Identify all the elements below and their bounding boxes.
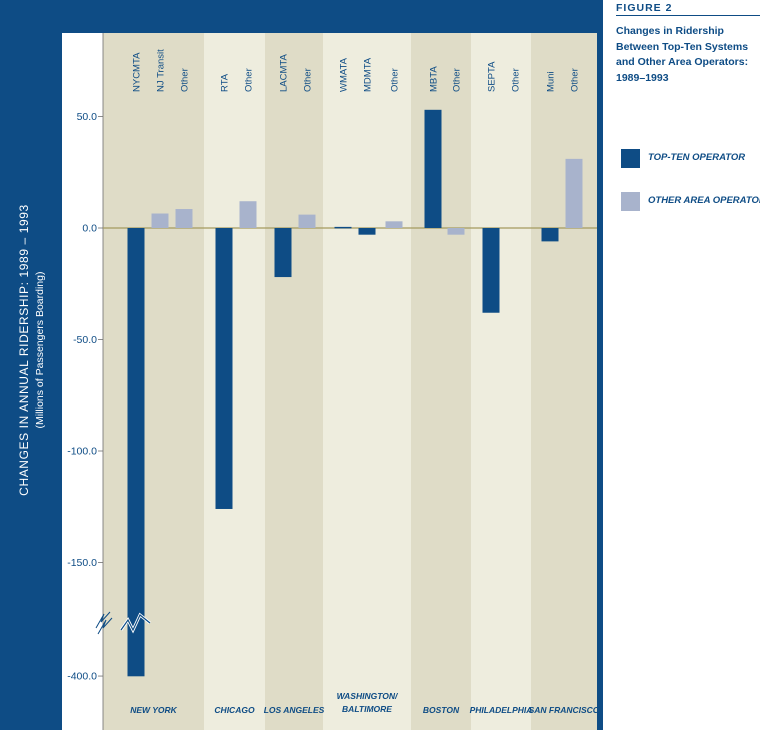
- bar-mbta: [424, 109, 442, 228]
- bar-category-label: SEPTA: [487, 61, 498, 92]
- region-label: PHILADELPHIA: [470, 705, 533, 715]
- y-tick-label: -50.0: [73, 334, 97, 346]
- bar-septa: [482, 228, 500, 313]
- region-label: SAN FRANCISCO: [529, 705, 600, 715]
- bar-category-label: WMATA: [339, 57, 350, 92]
- bar-category-label: Other: [570, 68, 581, 92]
- region-label-line: WASHINGTON/: [337, 691, 399, 701]
- bar-category-label: Muni: [546, 71, 557, 92]
- bar-category-label: Other: [303, 68, 314, 92]
- bar-category-label: NYCMTA: [132, 52, 143, 92]
- bar-category-label: Other: [244, 68, 255, 92]
- region-label: BOSTON: [423, 705, 460, 715]
- figure-sidebar: FIGURE 2 Changes in Ridership Between To…: [605, 0, 760, 730]
- bar-other: [298, 214, 316, 228]
- bar-category-label: Other: [452, 68, 463, 92]
- bar-other: [175, 209, 193, 228]
- y-tick-label: -400.0: [67, 671, 97, 683]
- legend-label-other: OTHER AREA OPERATORS: [648, 195, 760, 206]
- bar-category-label: Other: [180, 68, 191, 92]
- region-label: LOS ANGELES: [264, 705, 325, 715]
- region-label: CHICAGO: [214, 705, 255, 715]
- y-axis-break-icon: [97, 617, 113, 635]
- bar-mdmta: [358, 228, 376, 235]
- figure-rule: [616, 15, 760, 16]
- bar-category-label: Other: [511, 68, 522, 92]
- y-tick-label: -150.0: [67, 557, 97, 569]
- region-label-line: BALTIMORE: [342, 704, 392, 714]
- axis-break-mark: [120, 614, 151, 632]
- figure-title: Changes in Ridership Between Top-Ten Sys…: [616, 25, 749, 84]
- legend-swatch-top-ten: [621, 149, 640, 168]
- region-band: [103, 33, 204, 730]
- region-band: [265, 33, 323, 730]
- bar-category-label: MBTA: [429, 66, 440, 92]
- bar-nycmta: [127, 228, 145, 677]
- y-axis-break-icon: [95, 611, 111, 629]
- bar-other: [447, 228, 465, 235]
- region-band: [531, 33, 597, 730]
- bar-category-label: Other: [390, 68, 401, 92]
- legend-swatch-other: [621, 192, 640, 211]
- bar-muni: [541, 228, 559, 242]
- bar-wmata: [334, 226, 352, 229]
- y-tick-label: -100.0: [67, 446, 97, 458]
- bar-lacmta: [274, 228, 292, 278]
- bar-other: [565, 158, 583, 228]
- region-band: [323, 33, 411, 730]
- region-band: [204, 33, 265, 730]
- bar-category-label: NJ Transit: [156, 49, 167, 92]
- bar-category-label: LACMTA: [279, 54, 290, 92]
- y-tick-label: 50.0: [77, 111, 98, 123]
- region-band: [471, 33, 531, 730]
- bar-category-label: MDMTA: [363, 57, 374, 92]
- bar-nj-transit: [151, 213, 169, 228]
- bar-other: [239, 201, 257, 228]
- bar-rta: [215, 228, 233, 509]
- region-label: WASHINGTON/BALTIMORE: [337, 691, 399, 714]
- y-axis-title: CHANGES IN ANNUAL RIDERSHIP: 1989 – 1993: [17, 204, 31, 496]
- y-tick-label: 0.0: [82, 223, 97, 235]
- y-tick-labels: 50.0 0.0 -50.0 -100.0 -150.0 -400.0: [67, 111, 103, 683]
- figure-number: FIGURE 2: [616, 2, 673, 14]
- bar-category-label: RTA: [220, 73, 231, 92]
- y-axis-subtitle: (Millions of Passengers Boarding): [34, 272, 46, 429]
- legend-label-top-ten: TOP-TEN OPERATOR: [648, 152, 746, 163]
- bar-other: [385, 221, 403, 228]
- region-label: NEW YORK: [130, 705, 177, 715]
- ridership-chart: 50.0 0.0 -50.0 -100.0 -150.0 -400.0 NYCMTA NJ T…: [17, 33, 600, 730]
